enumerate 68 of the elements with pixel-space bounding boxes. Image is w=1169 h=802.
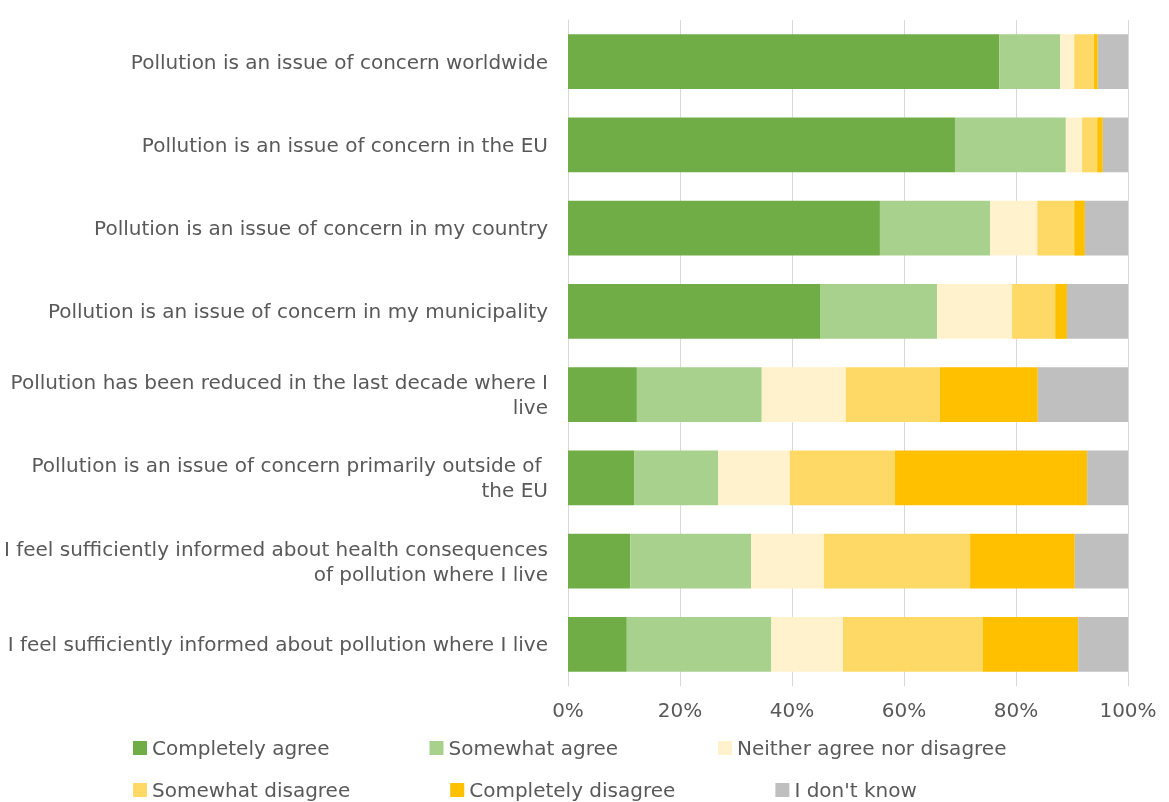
bar [751, 533, 824, 589]
bar [568, 533, 631, 589]
bar [1060, 34, 1075, 90]
bar [568, 283, 820, 339]
bar [771, 616, 843, 672]
bar [954, 117, 1066, 173]
bar [1037, 200, 1075, 256]
y-tick-label: Pollution is an issue of concern in my municipality [47, 299, 549, 324]
bar [1055, 283, 1067, 339]
bar [990, 200, 1038, 256]
bar [982, 616, 1079, 672]
legend-label: Completely agree [152, 736, 330, 760]
y-tick-label: Pollution is an issue of concern primarily outside of the EU [31, 453, 548, 503]
y-tick-label: Pollution is an issue of concern in the EU [141, 132, 548, 157]
bar [718, 450, 790, 506]
legend-label: I don't know [794, 778, 917, 802]
bar [939, 367, 1038, 423]
legend-label: Neither agree nor disagree [737, 736, 1007, 760]
bar [823, 533, 971, 589]
bar [626, 616, 772, 672]
bar [789, 450, 896, 506]
bar [970, 533, 1075, 589]
x-tick-label: 100% [1099, 698, 1157, 722]
bar [1065, 117, 1083, 173]
bar [568, 450, 635, 506]
bar [845, 367, 940, 423]
bar [1012, 283, 1056, 339]
y-tick-label: Pollution is an issue of concern in my country [94, 216, 549, 241]
bar [568, 616, 627, 672]
y-tick-label: Pollution is an issue of concern worldwide [130, 49, 548, 74]
legend-label: Completely disagree [469, 778, 676, 802]
bar [1084, 200, 1128, 256]
bar [1074, 533, 1128, 589]
x-tick-label: 60% [881, 698, 927, 722]
y-tick-label: I feel sufficiently informed about pollution where I live [7, 632, 548, 657]
legend-label: Somewhat disagree [152, 778, 351, 802]
bar [895, 450, 1088, 506]
bar [634, 450, 719, 506]
bar [1093, 34, 1098, 90]
bar [999, 34, 1061, 90]
bar [1074, 200, 1085, 256]
y-tick-label: I feel sufficiently informed about health consequences of pollution where I live [3, 536, 548, 586]
bar [1074, 34, 1094, 90]
bar [1087, 450, 1128, 506]
bar [568, 34, 1000, 90]
bar [568, 200, 880, 256]
y-tick-label: Pollution has been reduced in the last decade where I live [10, 370, 548, 420]
bar [761, 367, 846, 423]
bar [1097, 117, 1103, 173]
x-tick-label: 0% [552, 698, 584, 722]
bar [1082, 117, 1098, 173]
x-tick-label: 20% [657, 698, 703, 722]
x-tick-label: 40% [769, 698, 815, 722]
bar [879, 200, 991, 256]
bar [842, 616, 983, 672]
bar [1097, 34, 1128, 90]
bar [937, 283, 1013, 339]
legend-label: Somewhat agree [448, 736, 619, 760]
x-tick-label: 80% [993, 698, 1039, 722]
bar [636, 367, 762, 423]
bar [1078, 616, 1128, 672]
bar [568, 117, 955, 173]
bar [1037, 367, 1128, 423]
bar [820, 283, 938, 339]
bar [1102, 117, 1128, 173]
bar [1066, 283, 1128, 339]
bar [630, 533, 752, 589]
bar [568, 367, 637, 423]
